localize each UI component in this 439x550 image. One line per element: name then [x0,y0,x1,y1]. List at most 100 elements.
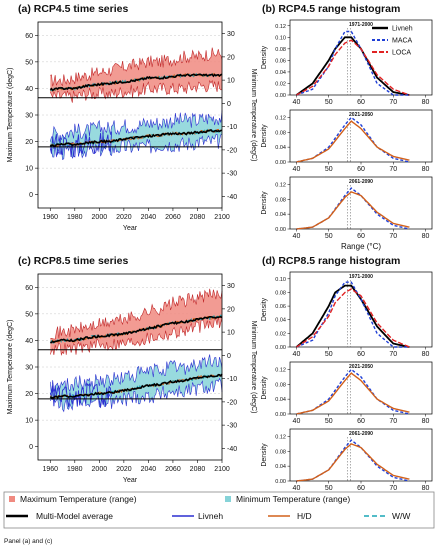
hist-y-tick-label: 0.12 [275,182,286,188]
hist-x-tick-label: 50 [325,418,333,425]
y-left-tick-label: 40 [25,86,33,93]
hist-y-axis-label: Density [261,443,268,467]
hist-subplot-title: 1971-2000 [349,274,373,280]
hist-x-tick-label: 40 [293,351,301,358]
hist-y-tick-label: 0.08 [275,449,286,455]
x-tick-label: 1960 [42,466,58,473]
hist-x-tick-label: 80 [422,99,430,106]
hist-y-tick-label: 0.06 [275,58,286,64]
hist-x-tick-label: 80 [422,166,430,173]
legend-min: Minimum Temperature (range) [236,494,350,504]
y-left-tick-label: 60 [25,33,33,40]
x-tick-label: 2020 [116,466,132,473]
hist-y-tick-label: 0.12 [275,24,286,30]
y-right-tick-label: 30 [227,283,235,290]
hist-x-tick-label: 60 [357,485,365,492]
hist-y-axis-label: Density [261,45,268,69]
hist-x-tick-label: 70 [389,351,397,358]
hist-x-tick-label: 60 [357,99,365,106]
legend-hd: H/D [297,511,312,521]
x-tick-label: 1980 [67,466,83,473]
mm-avg-min-line [49,129,223,147]
y-right-tick-label: -30 [227,423,237,430]
hist-x-tick-label: 70 [389,485,397,492]
hist-subplot-title: 1971-2000 [349,22,373,28]
hist-x-tick-label: 70 [389,99,397,106]
panel-d-chart: 1971-2000 0.00 0.02 0.04 0.06 0.08 0.10 40 50 60 7… [261,271,433,503]
y-left-tick-label: 50 [25,59,33,66]
density-line-maca [296,187,410,230]
density-line-maca [296,368,410,415]
hist-y-tick-label: 0.04 [275,397,286,403]
x-tick-label: 2040 [141,466,157,473]
y-right-tick-label: -30 [227,171,237,178]
hist-y-tick-label: 0.08 [275,197,286,203]
x-tick-label: 2100 [214,214,230,221]
density-line-loca [296,191,410,230]
hist-y-tick-label: 0.10 [275,277,286,283]
y-right-tick-label: -40 [227,446,237,453]
y-right-tick-label: 30 [227,31,235,38]
density-line-loca [296,443,410,482]
legend-livneh: Livneh [198,511,223,521]
hist-y-tick-label: 0.12 [275,434,286,440]
hist-y-tick-label: 0.12 [275,115,286,121]
x-tick-label: 2020 [116,214,132,221]
y-right-tick-label: 0 [227,101,231,108]
hist-x-tick-label: 60 [357,233,365,240]
hist-x-tick-label: 60 [357,166,365,173]
range-band [50,354,222,412]
hist-x-tick-label: 70 [389,233,397,240]
hist-x-tick-label: 40 [293,485,301,492]
hist-legend-label: LOCA [392,50,411,57]
y-left-tick-label: 30 [25,113,33,120]
hist-y-tick-label: 0.00 [275,479,286,485]
x-tick-label: 2060 [165,466,181,473]
hist-x-tick-label: 70 [389,166,397,173]
y-left-tick-label: 20 [25,139,33,146]
panel-c-chart: 0 10 20 30 40 50 60 30 20 10 0 -10 -20 -30 -40 1960 1980… [7,273,257,484]
hist-y-tick-label: 0.02 [275,331,286,337]
panel-c-title: (c) RCP8.5 time series [18,255,128,267]
legend-swatch-min [225,496,231,502]
range-band-top-line [50,47,223,87]
x-tick-label: 1960 [42,214,58,221]
mm-avg-max-line [49,73,223,92]
hist-y-tick-label: 0.04 [275,464,286,470]
mm-avg-min-line [49,373,223,400]
hist-x-tick-label: 50 [325,485,333,492]
hist-x-tick-label: 40 [293,166,301,173]
y-left-tick-label: 40 [25,338,33,345]
x-axis-label: Year [123,477,138,484]
range-band-bottom-line [50,79,222,103]
y-left-tick-label: 0 [29,192,33,199]
hist-y-tick-label: 0.02 [275,81,286,87]
density-line-livneh [295,36,410,96]
y-left-axis-label: Maximum Temperature (degC) [7,68,14,163]
x-tick-label: 1980 [67,214,83,221]
density-line-loca [296,39,410,96]
y-right-tick-label: 10 [227,78,235,85]
hist-x-tick-label: 40 [293,233,301,240]
x-tick-label: 2080 [190,214,206,221]
hist-y-axis-label: Density [261,376,268,400]
hist-x-axis-label: Range (°C) [341,242,381,251]
panel-b-title: (b) RCP4.5 range histogram [262,3,400,15]
panel-a-title: (a) RCP4.5 time series [18,3,128,15]
hist-y-tick-label: 0.08 [275,130,286,136]
hist-y-tick-label: 0.04 [275,318,286,324]
hist-y-tick-label: 0.06 [275,304,286,310]
hist-subplot-title: 2021-2050 [349,364,373,370]
hist-y-tick-label: 0.00 [275,227,286,233]
density-line-livneh [295,284,410,348]
range-band-bottom-line [50,316,223,356]
hist-x-tick-label: 80 [422,485,430,492]
hist-y-tick-label: 0.12 [275,367,286,373]
hist-x-tick-label: 60 [357,418,365,425]
hist-subplot-title: 2061-2090 [349,431,373,437]
hist-y-tick-label: 0.04 [275,145,286,151]
y-left-tick-label: 50 [25,311,33,318]
hist-subplot-title: 2021-2050 [349,112,373,118]
hist-x-tick-label: 80 [422,418,430,425]
